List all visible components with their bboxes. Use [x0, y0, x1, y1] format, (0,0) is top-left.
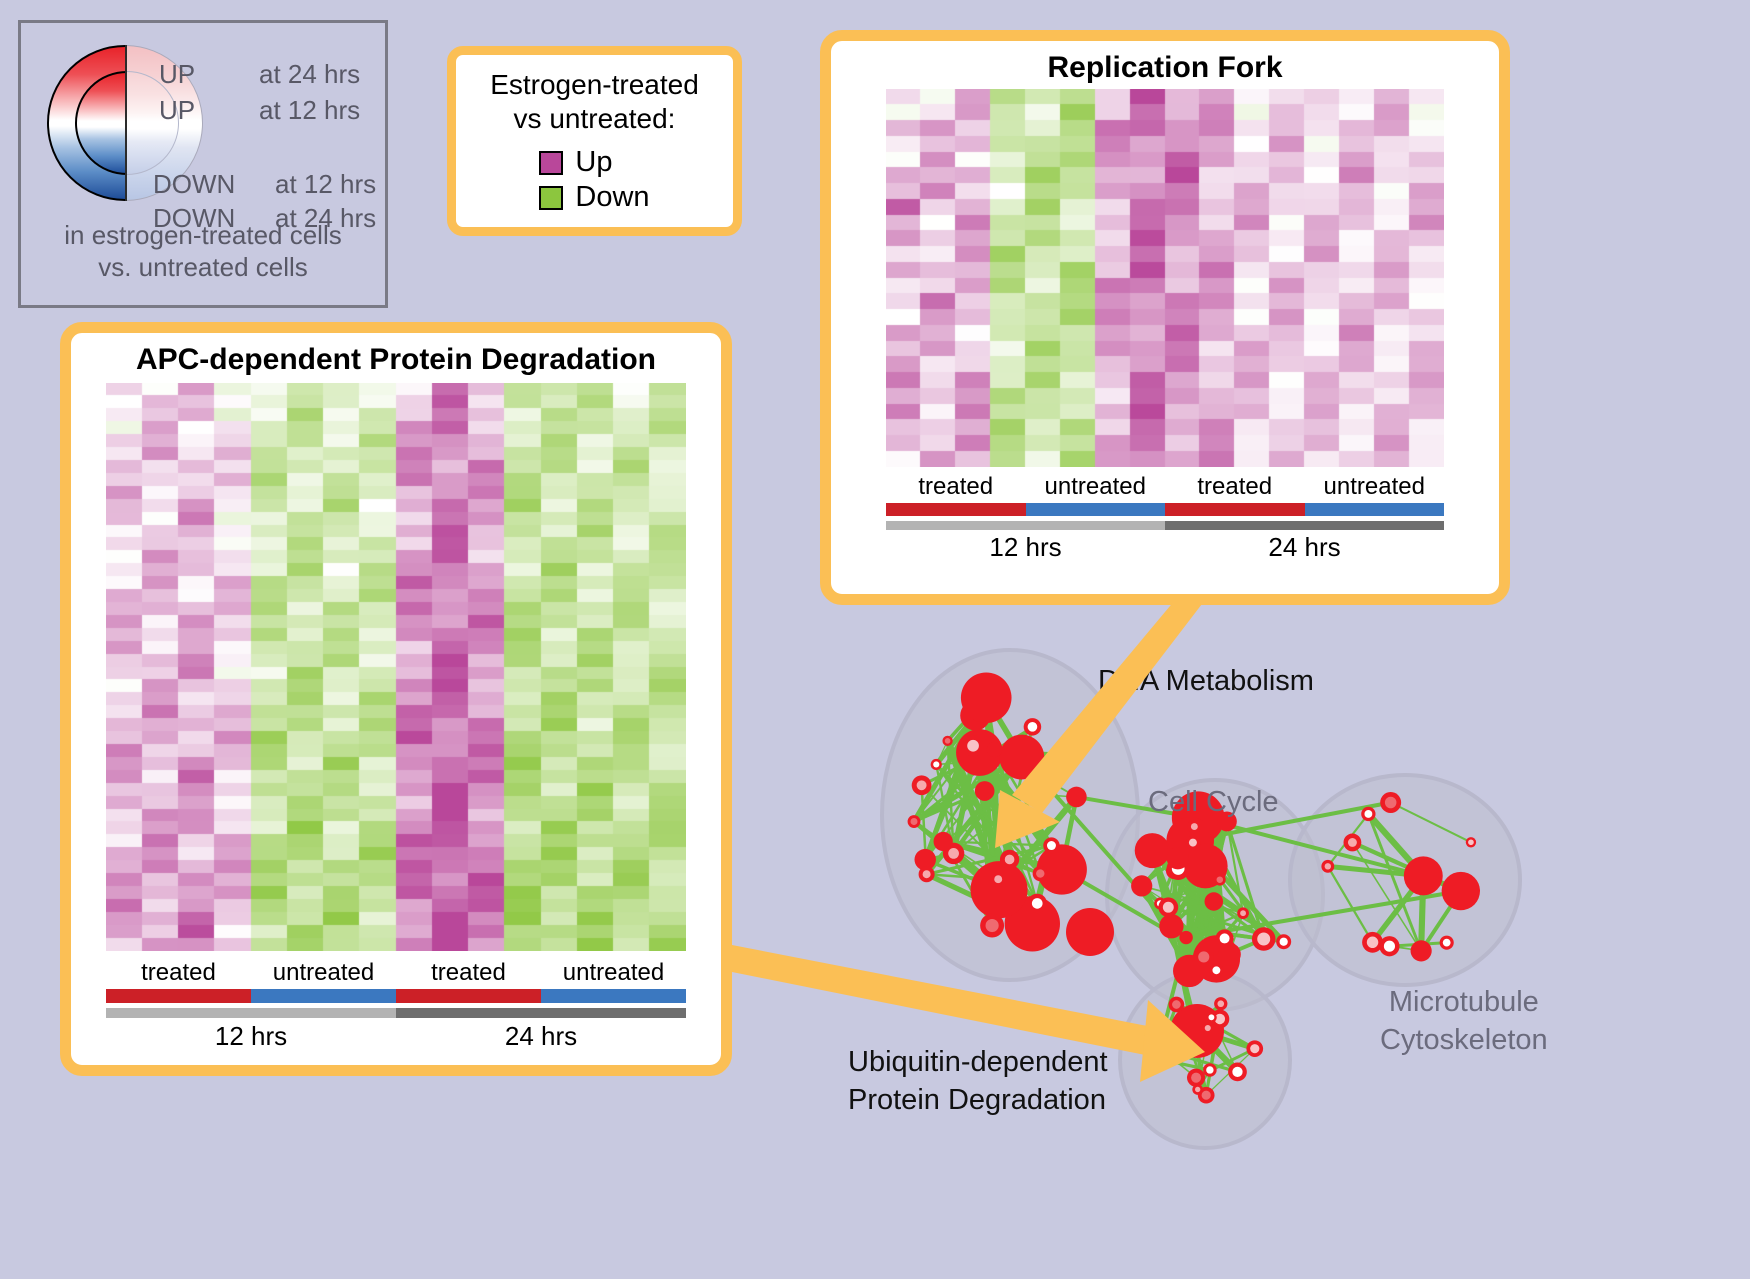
time-labels-apc: 12 hrs 24 hrs [106, 1021, 686, 1052]
group-label-treated-0: treated [141, 959, 216, 986]
network-node [970, 861, 1028, 919]
time-label-0: 12 hrs [214, 1021, 288, 1051]
panel-title-replication-fork: Replication Fork [1047, 51, 1283, 84]
legend-title-line1: Estrogen-treated [490, 69, 699, 100]
network-node [999, 734, 1045, 780]
network-node [1217, 942, 1241, 966]
time-label-0: 12 hrs [989, 532, 1062, 562]
group-color-bar-treated-2 [396, 989, 541, 1003]
time-bar-replication-fork [886, 521, 1444, 530]
network-node [1131, 875, 1153, 897]
key-time-up-12: at 12 hrs [259, 95, 361, 125]
time-color-bar-0 [106, 1008, 396, 1018]
cluster-label-ubiquitin-degradation: Ubiquitin-dependent Protein Degradation [848, 1046, 1108, 1116]
network-node [1066, 786, 1087, 808]
time-color-bar-0 [886, 521, 1165, 530]
network-node [1134, 833, 1170, 869]
group-color-bar-untreated-3 [541, 989, 686, 1003]
time-label-1: 24 hrs [504, 1021, 578, 1051]
cluster-label-microtubule-cytoskeleton: Microtubule Cytoskeleton [1380, 986, 1548, 1056]
network-node [1410, 940, 1432, 962]
panel-replication-fork: Replication Fork treated untreated treated… [820, 30, 1510, 605]
network-node [1179, 930, 1193, 945]
key-time-up-24: at 24 hrs [259, 59, 361, 89]
cluster-label-cell-cycle: Cell Cycle [1148, 786, 1279, 818]
heatmap-replication-fork [886, 89, 1444, 467]
network-node [974, 781, 995, 801]
key-footer-line1: in estrogen-treated cells [64, 220, 342, 250]
legend-swatch-down [539, 185, 564, 210]
key-footer-line2: vs. untreated cells [98, 252, 308, 282]
network-node [986, 741, 1003, 758]
network-node [1216, 811, 1237, 832]
halo-ubiquitin [1118, 970, 1292, 1150]
inner-ring-right-half [127, 71, 179, 175]
network-node [1159, 914, 1184, 939]
network-node [1441, 871, 1481, 911]
time-color-bar-1 [1165, 521, 1444, 530]
key-time-down-12: at 12 hrs [275, 169, 377, 199]
group-label-treated-0: treated [918, 473, 994, 500]
legend-title-line2: vs untreated: [513, 103, 676, 134]
cluster-label-dna-metabolism: DNA Metabolism [1098, 665, 1314, 697]
network-node [1403, 856, 1443, 896]
key-footer: in estrogen-treated cells vs. untreated … [21, 219, 385, 283]
key-divider-line [125, 45, 127, 201]
legend-item-up: Up [539, 146, 649, 179]
expression-key-box: UP at 24 hrs UP at 12 hrs DOWN at 12 hrs… [18, 20, 388, 308]
group-color-bar-treated-2 [1165, 503, 1305, 516]
group-labels-replication-fork: treated untreated treated untreated [886, 473, 1444, 501]
inner-ring-left-half [75, 71, 127, 175]
legend-label-up: Up [575, 146, 613, 178]
treatment-bar-apc [106, 989, 686, 1003]
network-node [1036, 844, 1087, 895]
network-node [1066, 908, 1114, 956]
group-label-untreated-3: untreated [562, 959, 665, 986]
key-label-down-24: DOWN [153, 203, 236, 233]
group-label-treated-2: treated [1197, 473, 1273, 500]
network-node [960, 672, 1012, 724]
key-time-down-24: at 24 hrs [275, 203, 377, 233]
legend-item-down: Down [539, 181, 650, 214]
group-color-bar-untreated-3 [1304, 503, 1444, 516]
network-node [933, 831, 953, 852]
time-color-bar-1 [396, 1008, 686, 1018]
network-node [1204, 892, 1224, 911]
time-bar-apc [106, 1008, 686, 1018]
legend-label-down: Down [575, 181, 650, 213]
updown-legend-box: Estrogen-treated vs untreated: Up Down [447, 46, 742, 236]
key-label-down-12: DOWN [153, 169, 236, 199]
group-label-untreated-1: untreated [1044, 473, 1146, 500]
group-color-bar-treated-0 [886, 503, 1026, 516]
heatmap-apc [106, 383, 686, 951]
group-color-bar-treated-0 [106, 989, 251, 1003]
group-color-bar-untreated-1 [251, 989, 396, 1003]
expression-key-circles [47, 45, 207, 205]
key-label-up-24: UP [159, 59, 196, 89]
group-label-untreated-1: untreated [272, 959, 375, 986]
network-node [1166, 846, 1189, 870]
network-node [914, 848, 936, 871]
group-color-bar-untreated-1 [1025, 503, 1165, 516]
group-label-treated-2: treated [431, 959, 506, 986]
panel-title-apc: APC-dependent Protein Degradation [135, 343, 657, 376]
legend-swatch-up [539, 150, 564, 175]
panel-apc-degradation: APC-dependent Protein Degradation treate… [60, 322, 732, 1076]
time-labels-replication-fork: 12 hrs 24 hrs [886, 532, 1444, 563]
group-label-untreated-3: untreated [1323, 473, 1425, 500]
legend-title: Estrogen-treated vs untreated: [490, 68, 699, 136]
key-label-up-12: UP [159, 95, 196, 125]
time-label-1: 24 hrs [1268, 532, 1341, 562]
treatment-bar-replication-fork [886, 503, 1444, 516]
group-labels-apc: treated untreated treated untreated [106, 959, 686, 987]
